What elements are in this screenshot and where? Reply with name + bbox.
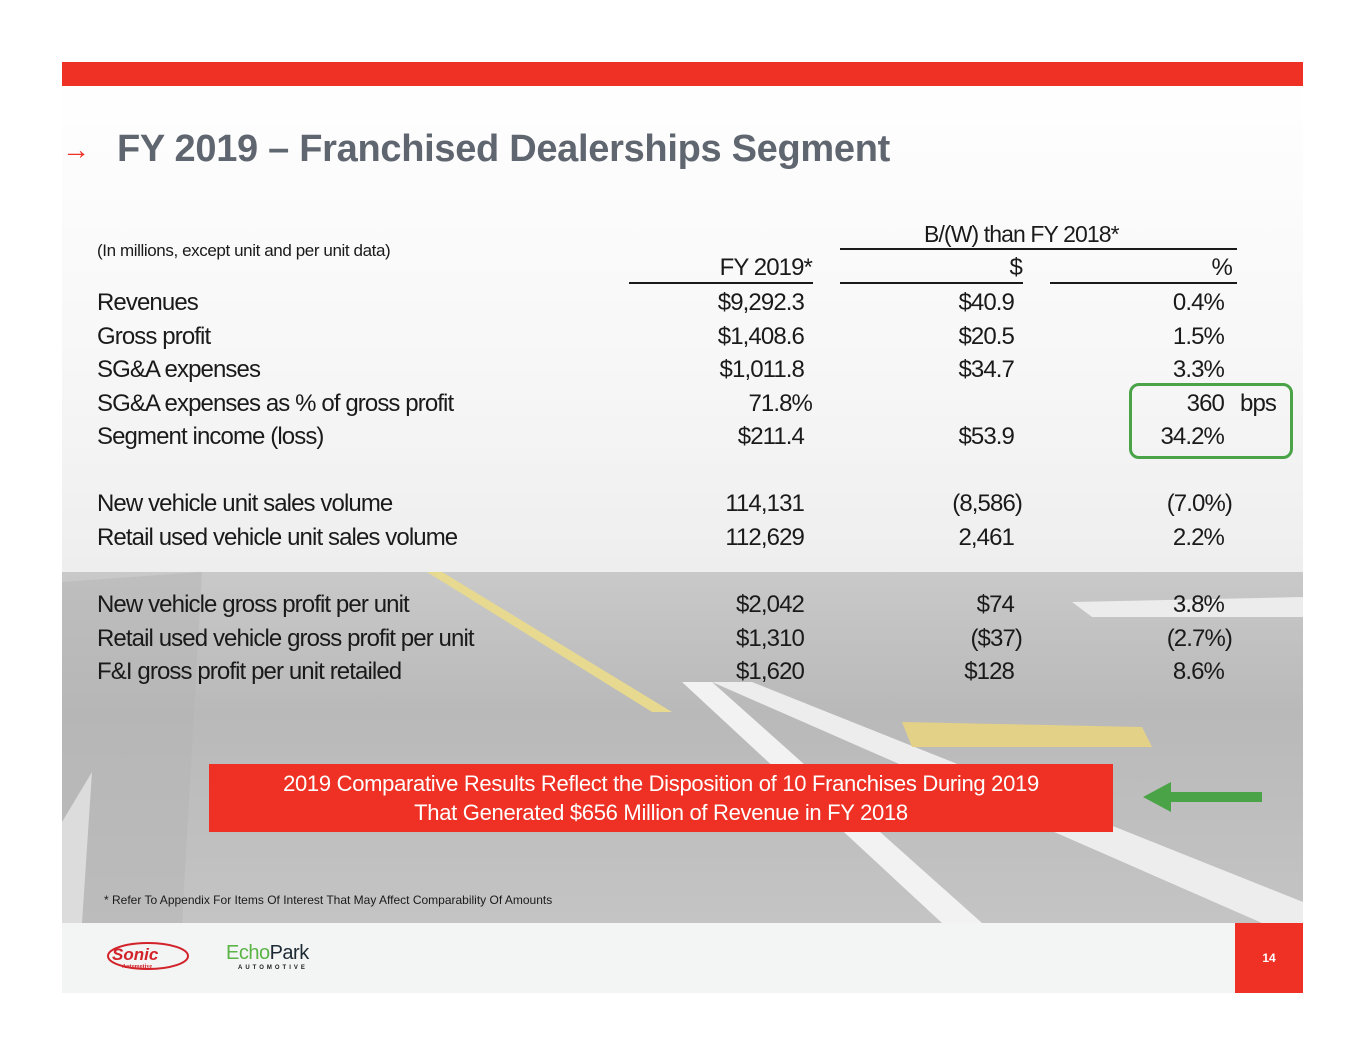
footnote: * Refer To Appendix For Items Of Interes…	[104, 893, 553, 907]
row-label: New vehicle gross profit per unit	[97, 591, 410, 618]
column-header-fy2019: FY 2019*	[719, 254, 813, 281]
footer: Sonic Automotive EchoPark AUTOMOTIVE 14	[62, 923, 1303, 993]
row-delta-percent-value: (2.7%)	[1166, 625, 1233, 652]
row-label: Revenues	[97, 289, 199, 316]
row-fy2019-value: $1,011.8	[719, 356, 805, 383]
row-delta-percent-value: 34.2%	[1160, 423, 1224, 450]
row-fy2019-value: $9,292.3	[717, 289, 805, 316]
row-delta-percent-value: 2.2%	[1172, 524, 1225, 551]
row-label: Segment income (loss)	[97, 423, 324, 450]
page-number: 14	[1235, 923, 1303, 993]
row-delta-dollar-value: $40.9	[958, 289, 1014, 316]
row-delta-dollar-value: ($37)	[970, 625, 1022, 652]
column-header-percent: %	[1211, 254, 1233, 281]
row-delta-percent-value: 3.8%	[1172, 591, 1225, 618]
row-label: Retail used vehicle unit sales volume	[97, 524, 458, 551]
svg-text:Automotive: Automotive	[122, 964, 152, 970]
top-accent-bar	[62, 62, 1303, 86]
row-delta-percent-value: 1.5%	[1172, 323, 1225, 350]
page-title: FY 2019 – Franchised Dealerships Segment	[117, 128, 890, 170]
row-label: Gross profit	[97, 323, 211, 350]
callout-line-1: 2019 Comparative Results Reflect the Dis…	[283, 771, 1039, 796]
slide: → FY 2019 – Franchised Dealerships Segme…	[62, 62, 1303, 993]
table-note: (In millions, except unit and per unit d…	[97, 241, 391, 260]
callout-banner: 2019 Comparative Results Reflect the Dis…	[209, 764, 1113, 832]
row-delta-percent-value: (7.0%)	[1166, 490, 1233, 517]
group-header-underline	[840, 248, 1237, 250]
row-fy2019-value: $211.4	[737, 423, 805, 450]
row-delta-dollar-value: $34.7	[958, 356, 1014, 383]
row-fy2019-value: $1,408.6	[717, 323, 805, 350]
column-underline-dollar	[840, 282, 1023, 284]
green-arrow-left-icon	[1143, 782, 1262, 812]
row-fy2019-value: 71.8%	[748, 390, 812, 417]
row-fy2019-value: $1,310	[735, 625, 805, 652]
row-label: New vehicle unit sales volume	[97, 490, 393, 517]
row-delta-dollar-value: $128	[964, 658, 1015, 685]
row-fy2019-value: $1,620	[735, 658, 805, 685]
row-delta-percent-value: 0.4%	[1172, 289, 1225, 316]
row-delta-dollar-value: (8,586)	[952, 490, 1023, 517]
row-delta-dollar-value: $74	[976, 591, 1015, 618]
row-fy2019-value: 114,131	[725, 490, 805, 517]
column-underline-fy2019	[629, 282, 813, 284]
column-header-dollar: $	[1009, 254, 1023, 281]
group-header: B/(W) than FY 2018*	[924, 221, 1120, 247]
row-fy2019-value: 112,629	[725, 524, 805, 551]
echopark-logo: EchoPark AUTOMOTIVE	[226, 942, 309, 971]
highlight-box	[1129, 383, 1293, 459]
row-label: SG&A expenses as % of gross profit	[97, 390, 454, 417]
row-label: F&I gross profit per unit retailed	[97, 658, 402, 685]
title-arrow-icon: →	[62, 134, 90, 165]
sonic-automotive-logo: Sonic Automotive	[107, 942, 189, 970]
row-delta-percent-value: 8.6%	[1172, 658, 1225, 685]
road-background-image	[62, 572, 1303, 923]
column-underline-percent	[1050, 282, 1237, 284]
row-delta-dollar-value: $53.9	[958, 423, 1014, 450]
row-label: Retail used vehicle gross profit per uni…	[97, 625, 475, 652]
row-delta-percent-value: 3.3%	[1172, 356, 1225, 383]
callout-line-2: That Generated $656 Million of Revenue i…	[414, 800, 908, 825]
row-delta-bps-value: 360	[1186, 390, 1225, 417]
row-fy2019-value: $2,042	[735, 591, 805, 618]
row-label: SG&A expenses	[97, 356, 261, 383]
svg-text:Sonic: Sonic	[112, 945, 159, 964]
row-unit: bps	[1240, 390, 1277, 417]
row-delta-dollar-value: 2,461	[958, 524, 1014, 551]
row-delta-dollar-value: $20.5	[958, 323, 1014, 350]
